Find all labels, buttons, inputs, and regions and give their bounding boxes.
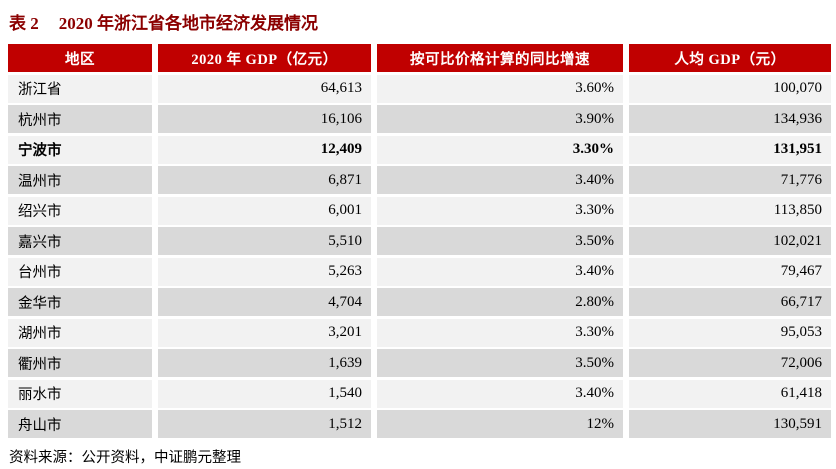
cell-region-row-7: 金华市 <box>8 288 152 316</box>
column-header-2: 按可比价格计算的同比增速 <box>377 44 623 72</box>
cell-per_capita-row-1: 134,936 <box>629 105 831 133</box>
cell-gdp-row-11: 1,512 <box>158 410 371 438</box>
cell-region-row-2: 宁波市 <box>8 135 152 164</box>
source-note: 资料来源：公开资料，中证鹏元整理 <box>9 450 241 466</box>
cell-region-row-10: 丽水市 <box>8 379 152 408</box>
cell-region-row-6: 台州市 <box>8 257 152 286</box>
cell-per_capita-row-2: 131,951 <box>629 135 831 164</box>
cell-per_capita-row-5: 102,021 <box>629 227 831 255</box>
cell-growth-row-7: 2.80% <box>377 288 623 316</box>
cell-growth-row-10: 3.40% <box>377 379 623 408</box>
cell-gdp-row-9: 1,639 <box>158 349 371 377</box>
column-header-0: 地区 <box>8 44 152 72</box>
cell-growth-row-8: 3.30% <box>377 318 623 347</box>
cell-gdp-row-6: 5,263 <box>158 257 371 286</box>
cell-growth-row-9: 3.50% <box>377 349 623 377</box>
cell-gdp-row-8: 3,201 <box>158 318 371 347</box>
cell-region-row-1: 杭州市 <box>8 105 152 133</box>
table-title: 表 2 2020 年浙江省各地市经济发展情况 <box>9 9 318 34</box>
cell-gdp-row-3: 6,871 <box>158 166 371 194</box>
cell-region-row-4: 绍兴市 <box>8 196 152 225</box>
cell-region-row-0: 浙江省 <box>8 74 152 103</box>
column-header-3: 人均 GDP（元） <box>629 44 831 72</box>
cell-per_capita-row-4: 113,850 <box>629 196 831 225</box>
column-header-1: 2020 年 GDP（亿元） <box>158 44 371 72</box>
cell-gdp-row-0: 64,613 <box>158 74 371 103</box>
cell-growth-row-1: 3.90% <box>377 105 623 133</box>
cell-per_capita-row-9: 72,006 <box>629 349 831 377</box>
cell-gdp-row-4: 6,001 <box>158 196 371 225</box>
cell-growth-row-2: 3.30% <box>377 135 623 164</box>
cell-per_capita-row-0: 100,070 <box>629 74 831 103</box>
cell-gdp-row-10: 1,540 <box>158 379 371 408</box>
cell-region-row-5: 嘉兴市 <box>8 227 152 255</box>
cell-region-row-3: 温州市 <box>8 166 152 194</box>
cell-growth-row-6: 3.40% <box>377 257 623 286</box>
economic-data-table: 地区 2020 年 GDP（亿元） 按可比价格计算的同比增速 人均 GDP（元） 浙江省… <box>8 44 831 438</box>
cell-growth-row-11: 12% <box>377 410 623 438</box>
table-number-label: 表 2 <box>9 14 39 33</box>
cell-growth-row-3: 3.40% <box>377 166 623 194</box>
cell-region-row-11: 舟山市 <box>8 410 152 438</box>
cell-per_capita-row-11: 130,591 <box>629 410 831 438</box>
cell-gdp-row-2: 12,409 <box>158 135 371 164</box>
cell-per_capita-row-6: 79,467 <box>629 257 831 286</box>
cell-growth-row-5: 3.50% <box>377 227 623 255</box>
cell-gdp-row-1: 16,106 <box>158 105 371 133</box>
cell-growth-row-4: 3.30% <box>377 196 623 225</box>
cell-per_capita-row-10: 61,418 <box>629 379 831 408</box>
cell-gdp-row-7: 4,704 <box>158 288 371 316</box>
cell-growth-row-0: 3.60% <box>377 74 623 103</box>
cell-region-row-8: 湖州市 <box>8 318 152 347</box>
cell-per_capita-row-3: 71,776 <box>629 166 831 194</box>
cell-per_capita-row-8: 95,053 <box>629 318 831 347</box>
cell-region-row-9: 衢州市 <box>8 349 152 377</box>
table-title-text: 2020 年浙江省各地市经济发展情况 <box>58 14 318 33</box>
cell-per_capita-row-7: 66,717 <box>629 288 831 316</box>
cell-gdp-row-5: 5,510 <box>158 227 371 255</box>
